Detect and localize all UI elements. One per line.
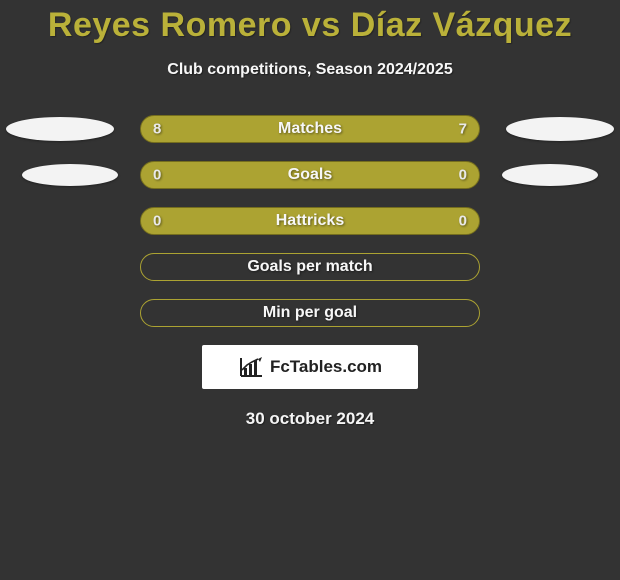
player-right-badge bbox=[506, 117, 614, 141]
stat-label: Hattricks bbox=[276, 212, 344, 230]
stat-row-goals: 0 Goals 0 bbox=[0, 161, 620, 189]
snapshot-date: 30 october 2024 bbox=[0, 409, 620, 429]
stat-bar: Min per goal bbox=[140, 299, 480, 327]
stat-bar: 0 Hattricks 0 bbox=[140, 207, 480, 235]
player-left-badge bbox=[6, 117, 114, 141]
brand-chart-icon bbox=[238, 356, 264, 378]
stat-value-right: 0 bbox=[459, 213, 467, 230]
stat-bar: 8 Matches 7 bbox=[140, 115, 480, 143]
stat-value-right: 7 bbox=[459, 121, 467, 138]
stat-row-matches: 8 Matches 7 bbox=[0, 115, 620, 143]
stat-value-left: 0 bbox=[153, 167, 161, 184]
stat-label: Goals per match bbox=[247, 258, 372, 276]
brand-name: FcTables.com bbox=[270, 357, 382, 377]
comparison-subtitle: Club competitions, Season 2024/2025 bbox=[0, 61, 620, 79]
stat-row-hattricks: 0 Hattricks 0 bbox=[0, 207, 620, 235]
stat-row-goals-per-match: Goals per match bbox=[0, 253, 620, 281]
stat-row-min-per-goal: Min per goal bbox=[0, 299, 620, 327]
stat-value-left: 0 bbox=[153, 213, 161, 230]
stat-bar: 0 Goals 0 bbox=[140, 161, 480, 189]
brand-badge: FcTables.com bbox=[202, 345, 418, 389]
stat-value-left: 8 bbox=[153, 121, 161, 138]
stat-label: Matches bbox=[278, 120, 342, 138]
player-right-badge bbox=[502, 164, 598, 186]
stat-rows: 8 Matches 7 0 Goals 0 0 Hattricks 0 Goal… bbox=[0, 115, 620, 327]
stat-label: Min per goal bbox=[263, 304, 357, 322]
stat-label: Goals bbox=[288, 166, 332, 184]
comparison-title: Reyes Romero vs Díaz Vázquez bbox=[0, 0, 620, 45]
player-left-badge bbox=[22, 164, 118, 186]
stat-bar: Goals per match bbox=[140, 253, 480, 281]
stat-value-right: 0 bbox=[459, 167, 467, 184]
